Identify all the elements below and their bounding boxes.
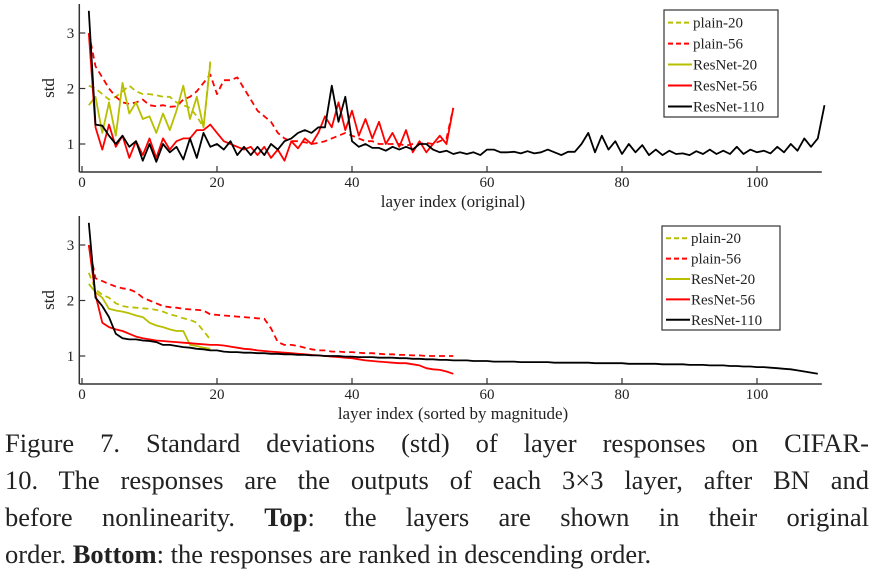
caption-line: order. Bottom: the responses are ranked … xyxy=(5,536,869,573)
legend-label: plain-56 xyxy=(691,252,741,268)
series-line-plain-20 xyxy=(88,60,212,129)
legend: plain-20 plain-56 ResNet-20 ResNet-56 ResNet… xyxy=(661,225,781,331)
caption-text: order. xyxy=(5,539,73,569)
x-tick-label: 80 xyxy=(615,175,630,191)
caption-text: before nonlinearity. xyxy=(5,502,265,532)
x-tick-label: 80 xyxy=(615,387,630,403)
legend-label: ResNet-110 xyxy=(691,313,762,329)
caption-line: 10. The responses are the outputs of eac… xyxy=(5,465,869,495)
legend-label: ResNet-20 xyxy=(693,58,757,74)
x-tick-label: 20 xyxy=(210,175,225,191)
bottom-chart: 0 20 40 60 80 100 1 2 3 std layer index (sorted by… xyxy=(39,216,822,423)
series-line-resnet-20 xyxy=(88,63,212,137)
caption-line: before nonlinearity. Top: the layers are… xyxy=(5,499,869,536)
y-tick-label: 2 xyxy=(67,82,75,98)
x-tick-label: 100 xyxy=(746,387,769,403)
series-line-resnet-110 xyxy=(87,10,826,163)
legend: plain-20 plain-56 ResNet-20 ResNet-56 ResNet… xyxy=(663,9,779,118)
caption-text: : the responses are ranked in descending… xyxy=(156,539,652,569)
x-tick-label: 0 xyxy=(78,387,86,403)
x-tick-label: 0 xyxy=(78,175,86,191)
x-axis-label: layer index (sorted by magnitude) xyxy=(338,404,568,423)
y-tick-label: 3 xyxy=(67,26,75,42)
legend-label: ResNet-56 xyxy=(691,292,756,308)
top-chart: 0 20 40 60 80 100 1 2 3 std layer index (original)… xyxy=(39,4,826,211)
series-line-plain-56 xyxy=(87,244,454,357)
caption-line: Figure 7. Standard deviations (std) of l… xyxy=(5,428,869,458)
legend-label: plain-56 xyxy=(693,37,743,53)
x-tick-label: 100 xyxy=(746,175,769,191)
series-line-resnet-56 xyxy=(87,32,455,162)
legend-label: plain-20 xyxy=(693,16,743,32)
y-tick-label: 1 xyxy=(67,349,75,365)
series-line-plain-56 xyxy=(87,32,455,147)
legend-label: plain-20 xyxy=(691,231,741,247)
figure-caption: Figure 7. Standard deviations (std) of l… xyxy=(5,425,869,573)
series-line-resnet-56 xyxy=(87,244,454,375)
series-line-resnet-20 xyxy=(88,283,211,350)
y-tick-label: 2 xyxy=(67,294,75,310)
y-axis-label: std xyxy=(39,290,58,310)
y-tick-label: 1 xyxy=(67,137,75,153)
legend-label: ResNet-20 xyxy=(691,272,755,288)
x-tick-label: 40 xyxy=(345,175,360,191)
legend-label: ResNet-56 xyxy=(693,79,758,95)
caption-bold-top: Top xyxy=(264,502,308,532)
x-tick-label: 60 xyxy=(480,175,495,191)
y-axis-label: std xyxy=(39,78,58,98)
x-tick-label: 40 xyxy=(345,387,360,403)
caption-text: : the layers are shown in their original xyxy=(307,502,869,532)
x-axis-label: layer index (original) xyxy=(381,192,525,211)
legend-box xyxy=(661,225,781,331)
series-line-plain-20 xyxy=(87,272,211,340)
x-tick-label: 60 xyxy=(480,387,495,403)
series-line-resnet-110 xyxy=(87,222,818,375)
y-tick-label: 3 xyxy=(67,238,75,254)
x-tick-label: 20 xyxy=(210,387,225,403)
caption-bold-bottom: Bottom xyxy=(72,539,157,569)
legend-label: ResNet-110 xyxy=(693,100,764,116)
legend-box xyxy=(663,9,779,118)
